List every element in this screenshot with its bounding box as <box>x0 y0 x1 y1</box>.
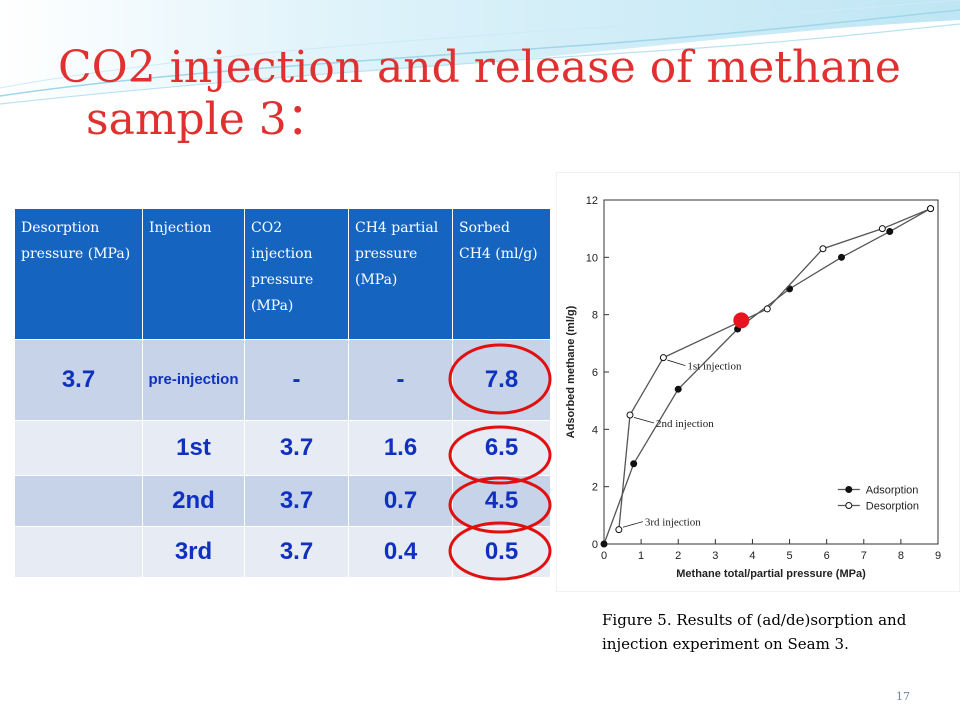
legend-marker <box>845 502 853 510</box>
annotation-label: 2nd injection <box>656 418 714 430</box>
x-tick-label: 8 <box>898 550 904 562</box>
table-header-row: Desorption pressure (MPa) Injection CO2 … <box>14 208 551 340</box>
table-cell: 1st <box>142 420 245 476</box>
page-number: 17 <box>896 690 910 703</box>
results-table: Desorption pressure (MPa) Injection CO2 … <box>14 208 551 578</box>
table-row: 3rd 3.7 0.4 0.5 <box>14 526 551 578</box>
table-cell: pre-injection <box>142 339 245 421</box>
table-cell <box>14 475 143 527</box>
table-cell: 3.7 <box>14 339 143 421</box>
table-cell: 3rd <box>142 526 245 578</box>
header-sorbed-ch4: Sorbed CH4 (ml/g) <box>452 208 551 340</box>
series-line-adsorption <box>603 208 931 545</box>
table-cell: 7.8 <box>452 339 551 421</box>
y-tick-label: 0 <box>592 539 598 551</box>
table-cell: - <box>244 339 349 421</box>
table-cell: 2nd <box>142 475 245 527</box>
data-point-adsorption <box>674 385 682 393</box>
slide-title: CO2 injection and release of methane sam… <box>58 42 901 146</box>
table-cell: 0.7 <box>348 475 453 527</box>
table-cell: 3.7 <box>244 420 349 476</box>
data-point-desorption <box>819 245 827 253</box>
data-point-desorption <box>927 205 935 213</box>
table-cell <box>14 526 143 578</box>
legend-entry: Desorption <box>866 501 919 513</box>
data-point-desorption <box>878 225 886 233</box>
table-cell: 4.5 <box>452 475 551 527</box>
data-point-desorption <box>615 526 623 534</box>
slide-title-line2: sample 3： <box>86 94 331 145</box>
header-desorption-pressure: Desorption pressure (MPa) <box>14 208 143 340</box>
x-tick-label: 2 <box>675 550 681 562</box>
annotation-arrow <box>633 417 655 424</box>
y-tick-label: 12 <box>586 195 598 207</box>
figure-caption: Figure 5. Results of (ad/de)sorption and… <box>602 611 907 653</box>
x-tick-label: 1 <box>638 550 644 562</box>
y-tick-label: 2 <box>592 482 598 494</box>
data-point-adsorption <box>838 253 846 261</box>
annotation-label: 1st injection <box>687 361 742 373</box>
x-tick-label: 0 <box>601 550 607 562</box>
data-point-desorption <box>626 411 634 419</box>
annotation-arrow <box>622 521 643 528</box>
x-tick-label: 4 <box>749 550 755 562</box>
header-injection: Injection <box>142 208 245 340</box>
x-tick-label: 9 <box>935 550 941 562</box>
x-axis-label: Methane total/partial pressure (MPa) <box>676 568 866 580</box>
annotation-label: 3rd injection <box>645 517 701 529</box>
data-point-adsorption <box>886 228 894 236</box>
table-cell: 3.7 <box>244 475 349 527</box>
slide-title-line1: CO2 injection and release of methane <box>58 42 901 93</box>
table-row: 1st 3.7 1.6 6.5 <box>14 420 551 476</box>
table-cell: 0.5 <box>452 526 551 578</box>
header-ch4-partial-pressure: CH4 partial pressure (MPa) <box>348 208 453 340</box>
table-row: 3.7 pre-injection - - 7.8 <box>14 339 551 421</box>
annotation-arrow <box>667 359 686 367</box>
y-tick-label: 10 <box>586 252 598 264</box>
data-point-desorption <box>659 354 667 362</box>
table-cell: 1.6 <box>348 420 453 476</box>
data-point-adsorption <box>630 460 638 468</box>
x-tick-label: 5 <box>786 550 792 562</box>
table-row: 2nd 3.7 0.7 4.5 <box>14 475 551 527</box>
data-point-adsorption <box>600 540 608 548</box>
header-wave-decoration <box>0 0 960 105</box>
x-tick-label: 3 <box>712 550 718 562</box>
table-cell: - <box>348 339 453 421</box>
table-cell: 6.5 <box>452 420 551 476</box>
x-tick-label: 7 <box>861 550 867 562</box>
table-cell <box>14 420 143 476</box>
legend-entry: Adsorption <box>866 485 919 497</box>
y-tick-label: 6 <box>592 367 598 379</box>
y-tick-label: 4 <box>592 424 598 436</box>
header-co2-injection-pressure: CO2 injection pressure (MPa) <box>244 208 349 340</box>
x-tick-label: 6 <box>824 550 830 562</box>
table-cell: 3.7 <box>244 526 349 578</box>
y-tick-label: 8 <box>592 310 598 322</box>
table-cell: 0.4 <box>348 526 453 578</box>
data-point-desorption <box>763 305 771 313</box>
legend-marker <box>845 486 853 494</box>
highlight-point <box>733 312 750 329</box>
y-axis-label: Adsorbed methane (ml/g) <box>565 305 577 438</box>
